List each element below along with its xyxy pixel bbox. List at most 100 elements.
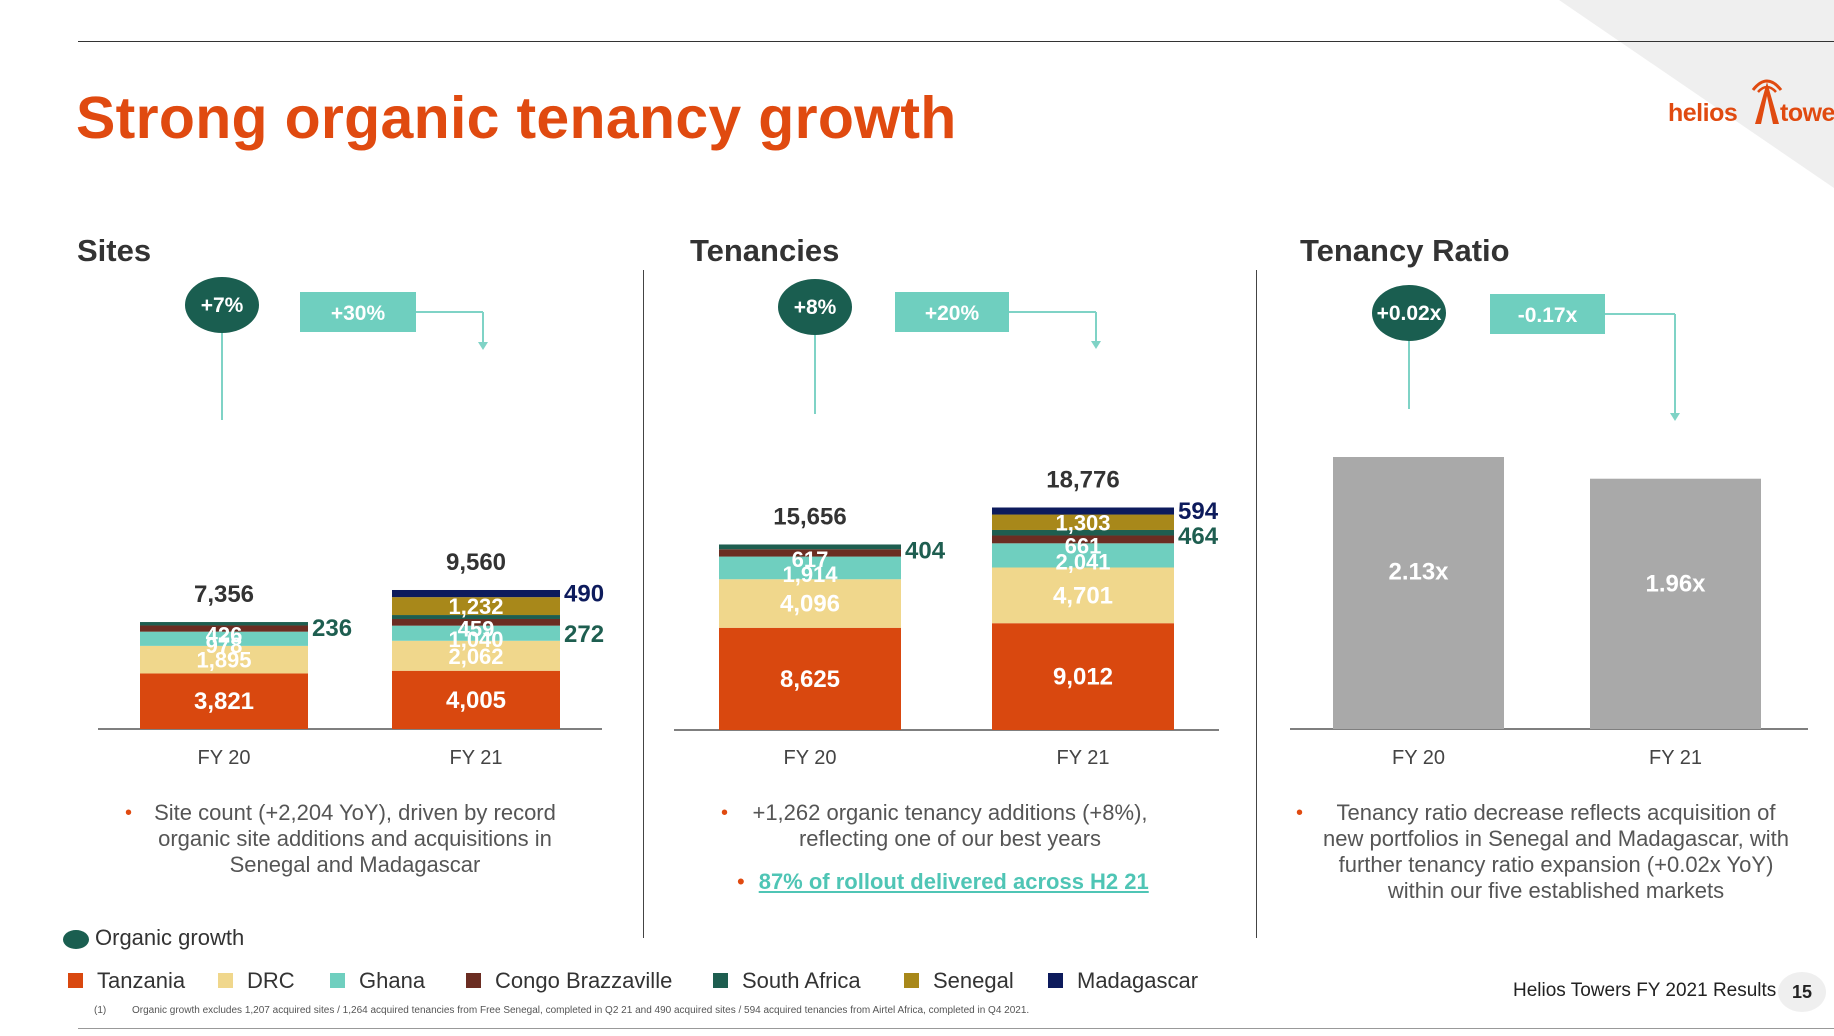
tenancies-organic-pill: [778, 279, 852, 335]
tenancies-bar-fy-21-senegal: [992, 514, 1174, 530]
tenancies-total-growth: +20%: [925, 302, 980, 325]
tenancy-ratio-total-growth: -0.17x: [1518, 304, 1578, 327]
sites-label-fy-21-senegal: 1,232: [448, 594, 503, 619]
legend-swatch-drc: [218, 972, 233, 988]
legend-swatch-south-africa: [713, 972, 728, 988]
divider-left: [643, 270, 644, 938]
sites-title: Sites: [77, 233, 152, 268]
sites-label-fy-20-drc: 1,895: [196, 648, 251, 673]
bottom-rule: [78, 1028, 1834, 1029]
sites-bullet: • Site count (+2,204 YoY), driven by rec…: [125, 800, 556, 877]
footnote-text: Organic growth excludes 1,207 acquired s…: [132, 1005, 1030, 1016]
rollout-link[interactable]: • 87% of rollout delivered across H2 21: [737, 869, 1149, 894]
legend-swatch-senegal: [904, 972, 919, 988]
tenancy-ratio-tick-fy-20: FY 20: [1392, 747, 1445, 769]
tenancies-label-fy-21-congo-brazzaville: 661: [1065, 533, 1102, 558]
tenancies-label-fy-20-ghana: 1,914: [782, 562, 838, 587]
rollout-link-text[interactable]: 87% of rollout delivered across H2 21: [758, 869, 1149, 894]
legend-item-ghana: Ghana: [330, 968, 425, 994]
legend-label-senegal: Senegal: [933, 968, 1014, 993]
tenancies-label-fy-21-south-africa: 464: [1178, 523, 1219, 550]
tenancy-ratio-tick-fy-21: FY 21: [1649, 747, 1702, 769]
sites-label-fy-20-tanzania: 3,821: [194, 688, 254, 715]
sites-organic-pill: [185, 277, 259, 333]
logo-text-right: towers: [1780, 99, 1834, 127]
legend-organic: Organic growth: [63, 925, 244, 951]
footer-text: Helios Towers FY 2021 Results: [1513, 980, 1777, 1001]
ratio-bullet-text: Tenancy ratio decrease reflects acquisit…: [1323, 800, 1789, 903]
legend-label-ghana: Ghana: [359, 968, 426, 993]
tenancies-label-fy-21-tanzania: 9,012: [1053, 664, 1113, 691]
tenancies-growth-box: [895, 292, 1009, 332]
legend-swatch-ghana: [330, 972, 345, 988]
tenancies-tick-fy-20: FY 20: [784, 747, 837, 769]
tenancies-bar-fy-20-ghana: [719, 556, 901, 580]
sites-bar-fy-20-drc: [140, 645, 308, 674]
sites-bar-fy-20-south-africa: [140, 622, 308, 626]
tenancies-title: Tenancies: [690, 233, 840, 268]
sites-tick-fy-20: FY 20: [198, 747, 251, 769]
tenancies-label-fy-21-ghana: 2,041: [1055, 549, 1110, 574]
tenancies-bullet-text: +1,262 organic tenancy additions (+8%), …: [752, 800, 1148, 851]
tenancies-label-fy-20-tanzania: 8,625: [780, 666, 840, 693]
sites-bar-fy-21-congo-brazzaville: [392, 618, 560, 626]
sites-tick-fy-21: FY 21: [450, 747, 503, 769]
tenancies-bar-fy-21-tanzania: [992, 623, 1174, 730]
sites-bullet-text: Site count (+2,204 YoY), driven by recor…: [154, 800, 556, 877]
footnote-number: (1): [94, 1005, 107, 1016]
sites-label-fy-20-congo-brazzaville: 426: [206, 623, 243, 648]
legend-item-drc: DRC: [218, 968, 295, 994]
legend-label-congo-brazzaville: Congo Brazzaville: [495, 968, 673, 993]
sites-total-fy-21: 9,560: [446, 549, 506, 576]
sites-label-fy-21-ghana: 1,040: [448, 627, 503, 652]
tenancies-bar-fy-20-congo-brazzaville: [719, 549, 901, 557]
sites-bar-fy-21-madagascar: [392, 589, 560, 598]
sites-bar-fy-21-tanzania: [392, 670, 560, 729]
sites-label-fy-21-south-africa: 272: [564, 621, 604, 648]
sites-arrow-head-icon: [478, 342, 488, 350]
tenancies-label-fy-20-congo-brazzaville: 617: [792, 547, 829, 572]
tenancies-bar-fy-20-tanzania: [719, 627, 901, 730]
legend-label-drc: DRC: [247, 968, 295, 993]
sites-label-fy-21-drc: 2,062: [448, 644, 503, 669]
organic-ellipse-icon: [63, 929, 89, 949]
sites-growth-box: [300, 292, 416, 332]
ratio-bullet: • Tenancy ratio decrease reflects acquis…: [1296, 800, 1789, 903]
page-title: Strong organic tenancy growth: [76, 85, 957, 151]
tenancies-bar-fy-20-south-africa: [719, 544, 901, 550]
tenancy-ratio-organic-pill: [1372, 285, 1446, 341]
tenancies-arrow-head-icon: [1091, 341, 1101, 349]
sites-label-fy-20-ghana: 978: [206, 633, 243, 658]
corner-decoration: [1559, 0, 1834, 188]
sites-organic-growth: +7%: [201, 294, 244, 317]
tenancies-organic-growth: +8%: [794, 296, 837, 319]
tenancy-ratio-organic-growth: +0.02x: [1377, 302, 1442, 325]
tenancy-ratio-growth-box: [1490, 294, 1605, 334]
sites-label-fy-20-south-africa: 236: [312, 615, 352, 642]
tower-icon: [1751, 79, 1783, 124]
tenancy-ratio-arrow-head-icon: [1670, 413, 1680, 421]
sites-bar-fy-21-ghana: [392, 625, 560, 641]
tenancies-bar-fy-21-ghana: [992, 543, 1174, 568]
legend-label-madagascar: Madagascar: [1077, 968, 1199, 993]
tenancies-tick-fy-21: FY 21: [1057, 747, 1110, 769]
legend-swatch-tanzania: [68, 972, 83, 988]
tenancy-ratio-label-fy-21: 1.96x: [1645, 570, 1706, 597]
tenancies-label-fy-20-south-africa: 404: [905, 537, 946, 564]
tenancies-bar-fy-20-drc: [719, 579, 901, 628]
page-number: 15: [1778, 972, 1826, 1012]
legend-item-congo-brazzaville: Congo Brazzaville: [466, 968, 672, 994]
tenancies-bullet: • +1,262 organic tenancy additions (+8%)…: [721, 800, 1148, 851]
tenancy-ratio-label-fy-20: 2.13x: [1388, 558, 1449, 585]
sites-total-fy-20: 7,356: [194, 581, 254, 608]
legend-item-senegal: Senegal: [904, 968, 1014, 994]
sites-bar-fy-20-tanzania: [140, 673, 308, 729]
sites-total-growth: +30%: [331, 302, 386, 325]
tenancies-label-fy-21-drc: 4,701: [1053, 582, 1113, 609]
helios-towers-logo: helios towers: [1665, 74, 1834, 134]
tenancy-ratio-title: Tenancy Ratio: [1300, 233, 1510, 268]
sites-bar-fy-21-senegal: [392, 597, 560, 616]
tenancies-bar-fy-21-south-africa: [992, 529, 1174, 536]
sites-bar-fy-21-south-africa: [392, 615, 560, 619]
tenancy-ratio-bar-fy-21: [1590, 478, 1761, 729]
